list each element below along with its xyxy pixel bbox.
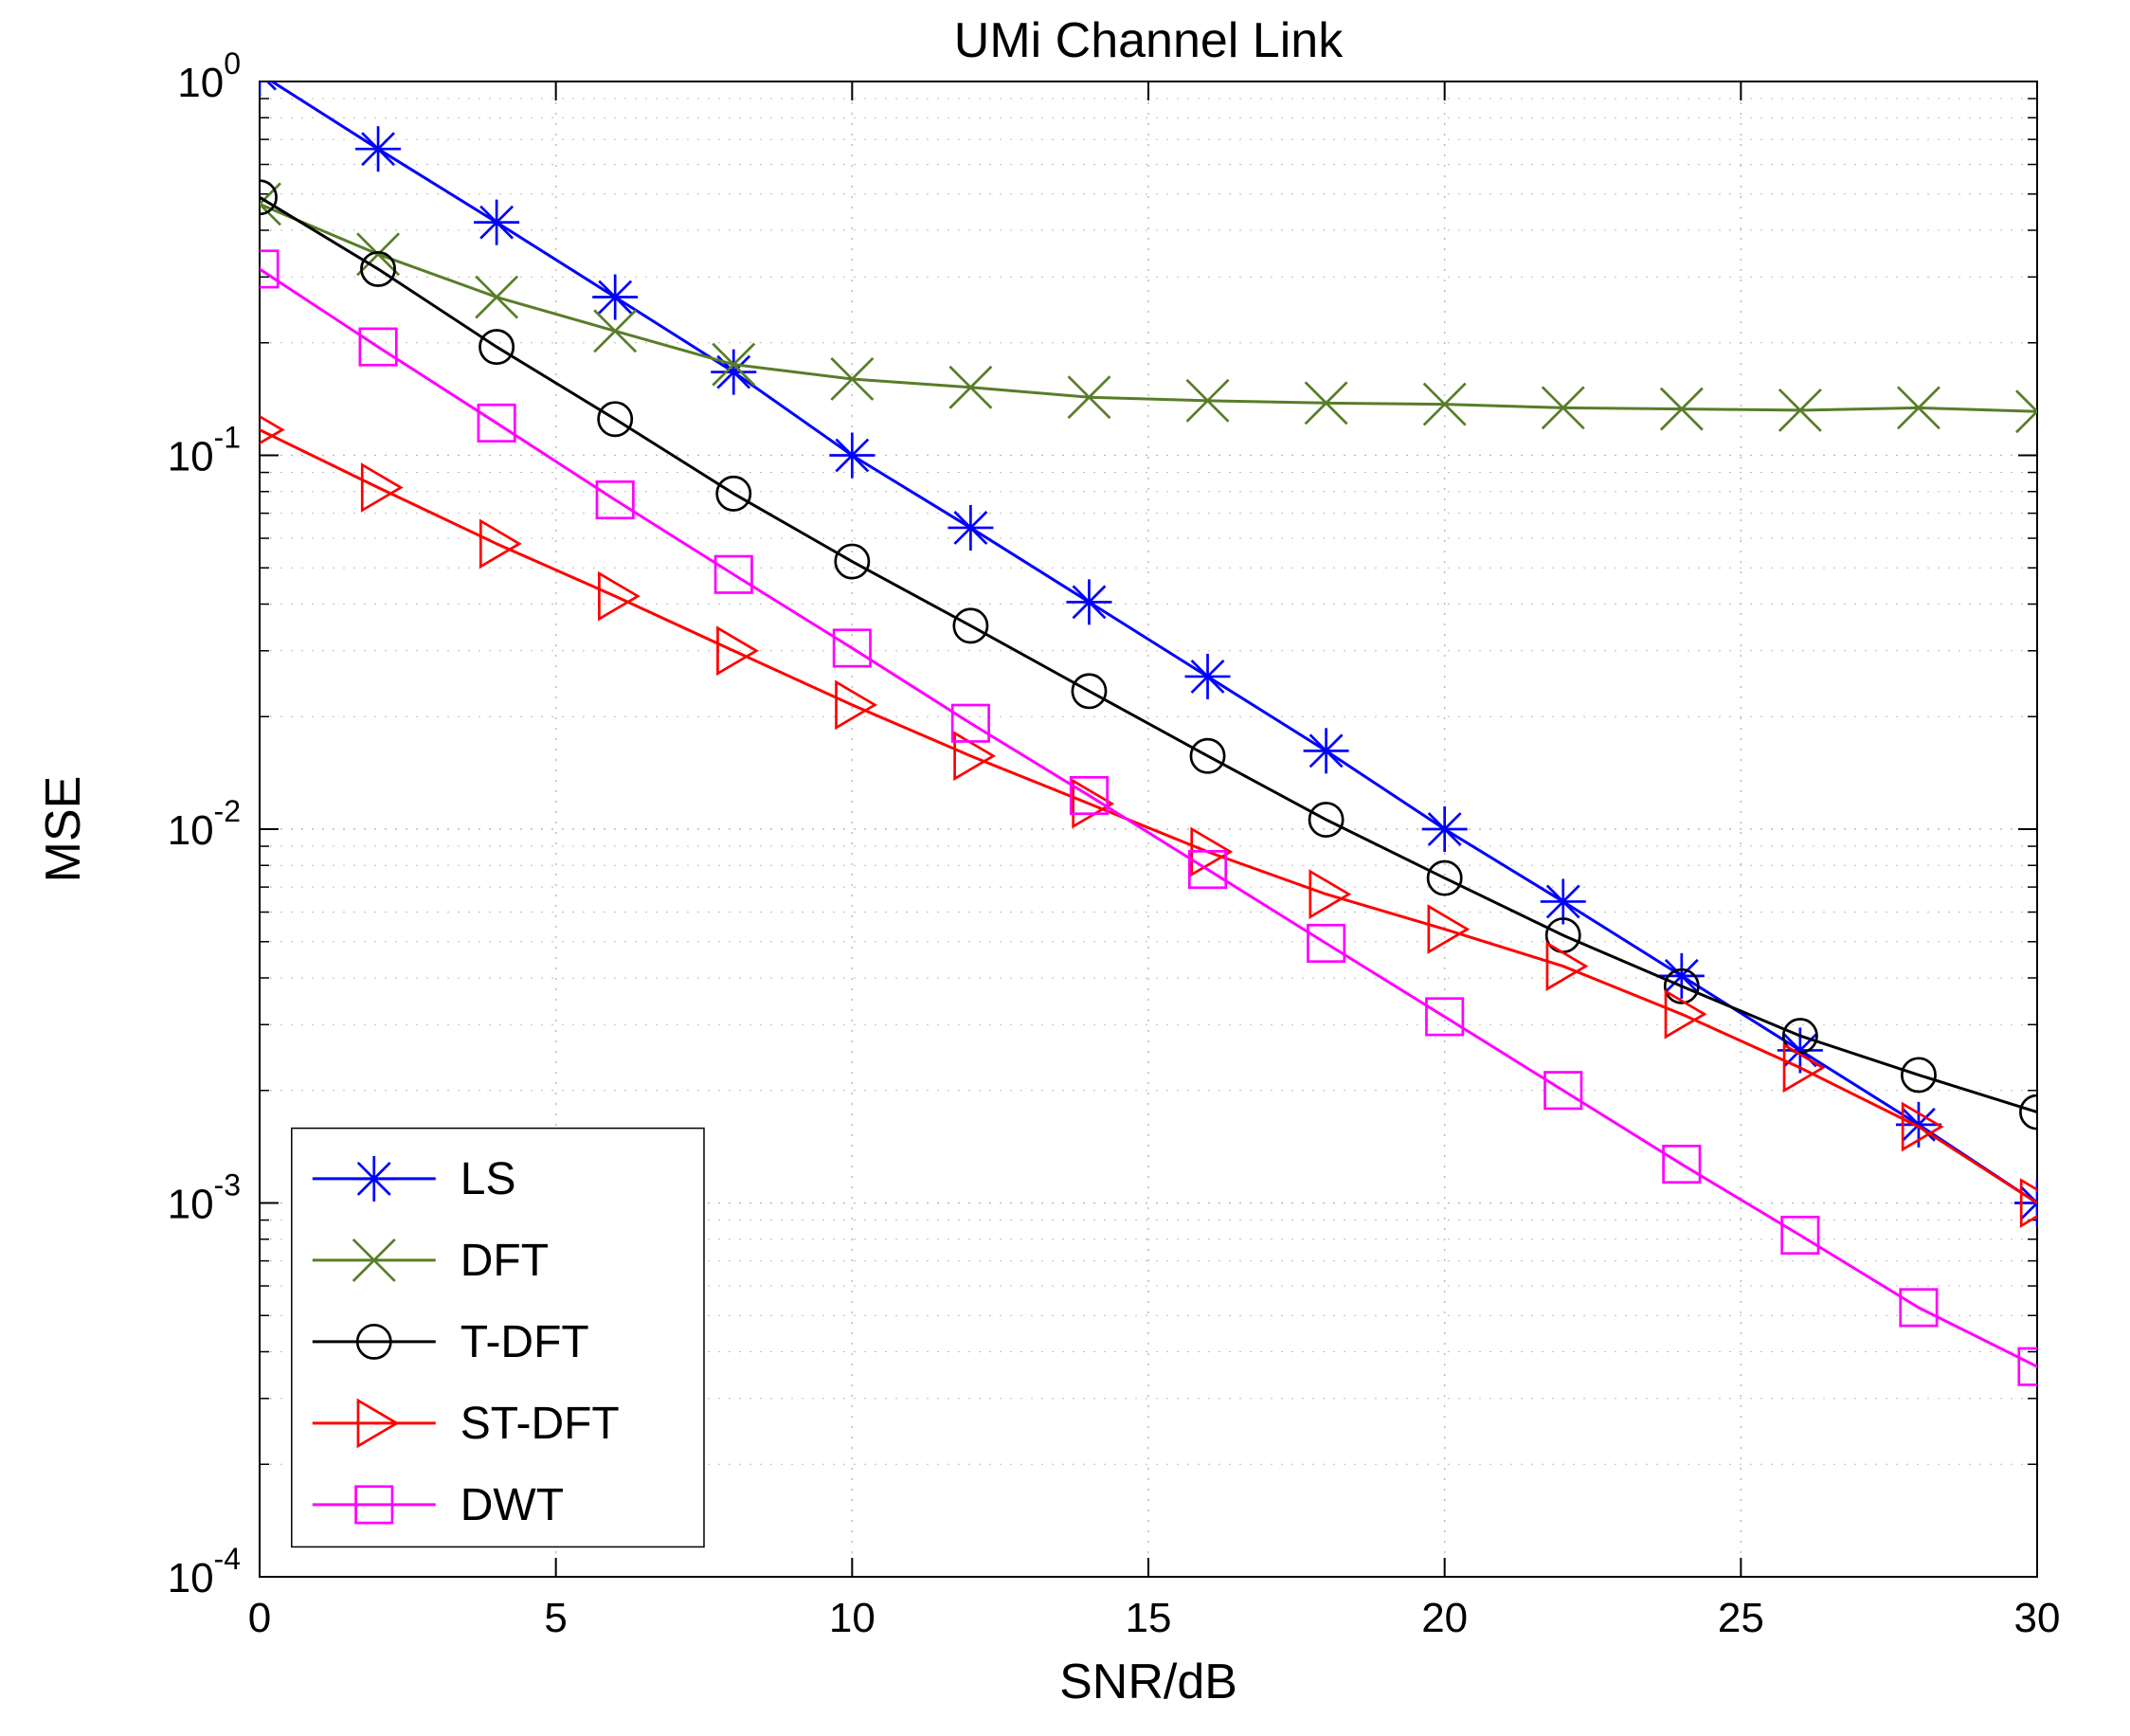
y-tick-label: 100 [177, 46, 241, 106]
x-tick-label: 25 [1718, 1595, 1764, 1641]
legend-label-DFT: DFT [460, 1236, 549, 1286]
legend-label-DWT: DWT [460, 1480, 564, 1530]
chart-title: UMi Channel Link [954, 13, 1344, 68]
legend-label-ST-DFT: ST-DFT [460, 1399, 620, 1449]
x-tick-label: 30 [2014, 1595, 2061, 1641]
x-tick-label: 20 [1421, 1595, 1468, 1641]
series-LS [237, 51, 2060, 1226]
x-tick-label: 5 [544, 1595, 567, 1641]
x-tick-label: 10 [829, 1595, 875, 1641]
series-ST-DFT [244, 407, 2060, 1226]
y-tick-label: 10-2 [168, 794, 241, 854]
chart-container: 0 5 10 15 20 25 30 10-4 10-3 10-2 10-1 100 UMi Chann… [0, 0, 2130, 1736]
x-tick-label: 0 [248, 1595, 271, 1641]
chart-svg: 0 5 10 15 20 25 30 10-4 10-3 10-2 10-1 100 UMi Chann… [0, 0, 2130, 1736]
x-tick-label: 15 [1126, 1595, 1172, 1641]
legend-label-LS: LS [460, 1154, 516, 1204]
y-tick-label: 10-3 [168, 1168, 241, 1228]
y-axis-label: MSE [36, 776, 91, 883]
legend: LS DFT T-DFT ST-DFT DWT [292, 1129, 704, 1547]
x-axis-label: SNR/dB [1059, 1655, 1237, 1709]
legend-label-T-DFT: T-DFT [460, 1317, 589, 1367]
y-tick-label: 10-1 [168, 421, 241, 480]
y-tick-label: 10-4 [168, 1542, 241, 1601]
